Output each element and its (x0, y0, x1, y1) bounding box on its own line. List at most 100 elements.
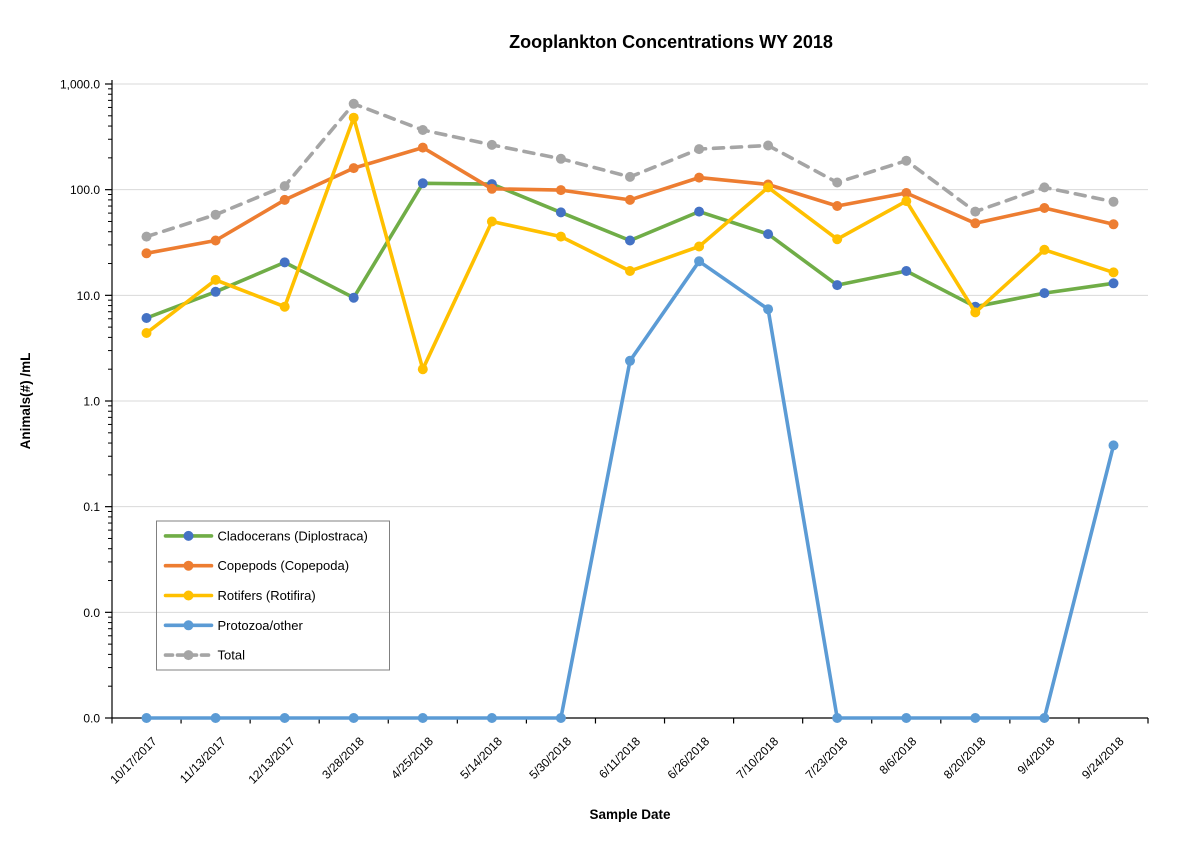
data-point-marker (555, 231, 566, 242)
x-tick-label: 8/20/2018 (941, 734, 989, 782)
data-point-marker (279, 713, 290, 723)
data-point-marker (555, 713, 566, 723)
data-point-marker (1039, 288, 1050, 299)
x-tick-label: 4/25/2018 (388, 734, 436, 782)
legend-item-label: Protozoa/other (218, 618, 304, 633)
y-tick-label: 0.0 (83, 712, 100, 726)
x-tick-label: 7/23/2018 (803, 734, 851, 782)
data-point-marker (694, 144, 705, 155)
legend-item-label: Total (218, 648, 246, 663)
data-point-marker (555, 185, 566, 196)
data-point-marker (694, 172, 705, 183)
data-point-marker (1108, 267, 1119, 278)
legend-border (156, 520, 390, 671)
data-point-marker (417, 178, 428, 189)
y-tick-label: 100.0 (70, 183, 100, 197)
legend-swatch-marker (183, 620, 194, 631)
series-rotifers-rotifira (141, 112, 1119, 375)
data-point-marker (417, 142, 428, 153)
chart-title: Zooplankton Concentrations WY 2018 (509, 32, 833, 52)
x-axis-title: Sample Date (589, 807, 671, 822)
legend-item-total: Total (163, 648, 246, 663)
legend-item-rotifers-rotifira: Rotifers (Rotifira) (163, 588, 316, 603)
data-point-marker (832, 713, 843, 723)
legend-swatch-marker (183, 560, 194, 571)
data-point-marker (279, 181, 290, 192)
x-tick-label: 12/13/2017 (245, 734, 298, 787)
y-tick-label: 0.0 (83, 606, 100, 620)
data-point-marker (555, 207, 566, 218)
data-point-marker (348, 98, 359, 109)
data-point-marker (1039, 244, 1050, 255)
y-tick-label: 0.1 (83, 500, 100, 514)
data-point-marker (901, 196, 912, 207)
data-point-marker (763, 182, 774, 193)
y-tick-label: 1,000.0 (60, 78, 100, 92)
legend-swatch-marker (183, 650, 194, 661)
legend-item-label: Rotifers (Rotifira) (218, 588, 316, 603)
legend-swatch-marker (183, 590, 194, 601)
x-tick-label: 5/14/2018 (457, 734, 505, 782)
data-point-marker (486, 713, 497, 723)
data-point-marker (901, 266, 912, 276)
data-point-marker (486, 216, 497, 227)
data-point-marker (901, 155, 912, 166)
data-point-marker (141, 328, 152, 338)
data-point-marker (555, 153, 566, 164)
x-tick-label: 10/17/2017 (107, 734, 160, 787)
series-cladocerans-diplostraca (141, 178, 1119, 323)
y-tick-label: 1.0 (83, 395, 100, 409)
data-point-marker (763, 140, 774, 151)
data-point-marker (486, 183, 497, 194)
data-point-marker (970, 307, 981, 318)
data-point-marker (625, 355, 635, 366)
data-point-marker (417, 125, 428, 135)
data-point-marker (141, 313, 152, 323)
legend-item-copepods-copepoda: Copepods (Copepoda) (163, 558, 350, 573)
legend-item-label: Copepods (Copepoda) (218, 558, 350, 573)
data-point-marker (625, 266, 635, 276)
data-point-marker (625, 194, 635, 205)
data-point-marker (210, 286, 221, 297)
data-point-marker (210, 209, 221, 220)
data-point-marker (279, 257, 290, 268)
legend-item-label: Cladocerans (Diplostraca) (218, 528, 368, 543)
data-point-marker (417, 364, 428, 375)
data-point-marker (694, 241, 705, 252)
legend-item-protozoa-other: Protozoa/other (163, 618, 304, 633)
data-point-marker (832, 177, 843, 188)
x-tick-label: 9/4/2018 (1015, 734, 1058, 777)
data-point-marker (763, 304, 774, 315)
data-point-marker (486, 139, 497, 150)
data-point-marker (348, 112, 359, 123)
x-tick-label: 6/26/2018 (665, 734, 713, 782)
data-point-marker (832, 280, 843, 291)
data-point-marker (279, 301, 290, 312)
data-point-marker (210, 235, 221, 246)
data-point-marker (901, 713, 912, 723)
data-point-marker (141, 713, 152, 723)
data-point-marker (625, 235, 635, 246)
y-tick-label: 10.0 (77, 289, 101, 303)
y-axis-title: Animals(#) /mL (18, 353, 33, 450)
data-point-marker (141, 231, 152, 242)
data-point-marker (625, 171, 635, 182)
data-point-marker (210, 274, 221, 285)
data-point-marker (832, 201, 843, 211)
data-point-marker (1039, 713, 1050, 723)
data-point-marker (970, 218, 981, 229)
y-axis (105, 80, 113, 719)
x-tick-label: 7/10/2018 (734, 734, 782, 782)
data-point-marker (1108, 219, 1119, 230)
x-tick-label: 3/28/2018 (319, 734, 367, 782)
x-tick-label: 6/11/2018 (596, 734, 643, 781)
x-tick-label: 5/30/2018 (526, 734, 574, 782)
data-point-marker (1039, 182, 1050, 193)
data-point-marker (694, 206, 705, 217)
legend-item-cladocerans-diplostraca: Cladocerans (Diplostraca) (163, 528, 368, 543)
data-point-marker (1108, 196, 1119, 207)
series-line (144, 102, 1116, 239)
legend-swatch-marker (183, 530, 194, 541)
data-point-marker (348, 163, 359, 174)
